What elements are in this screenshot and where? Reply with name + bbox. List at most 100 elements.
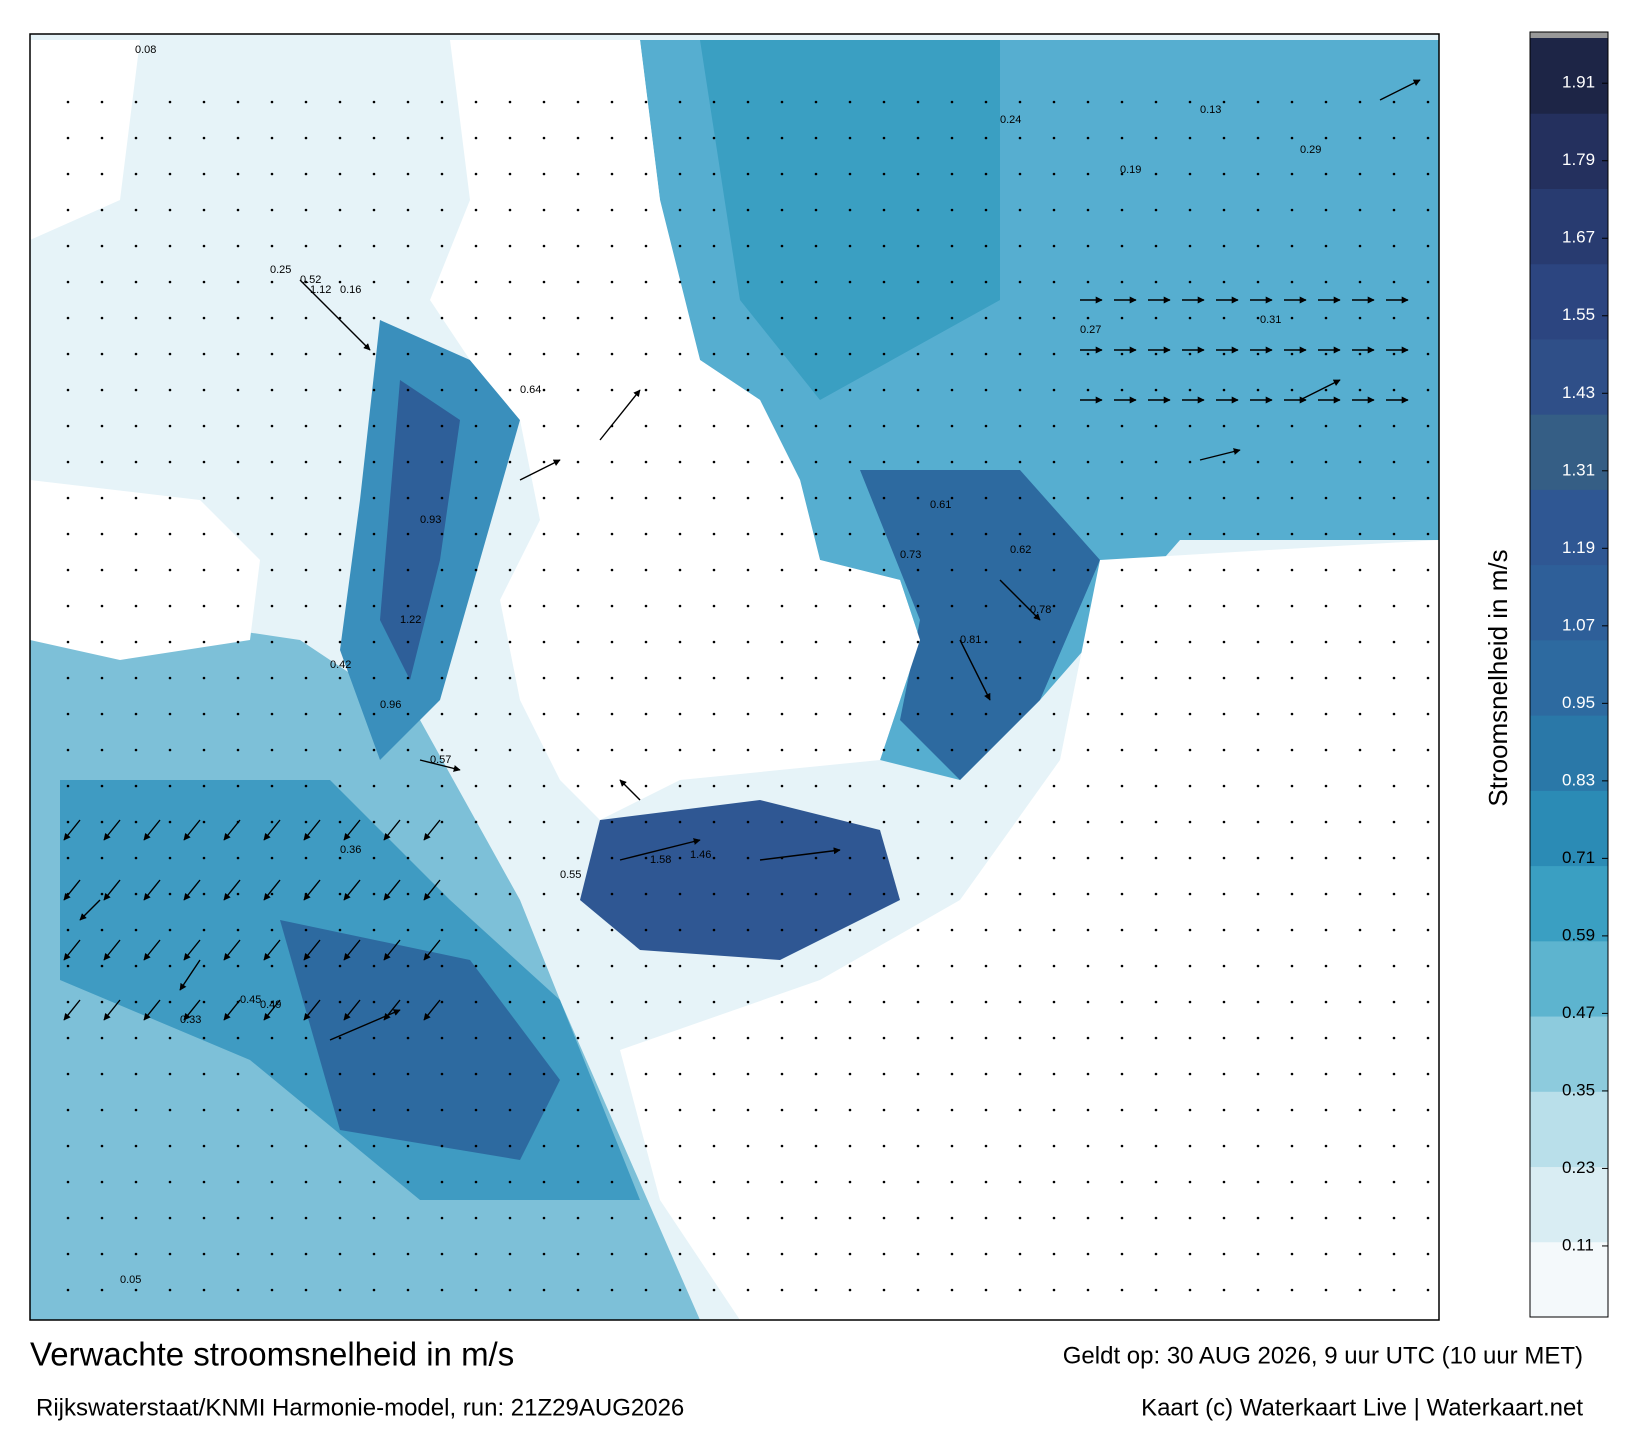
- grid-dot: [372, 172, 376, 176]
- grid-dot: [848, 928, 852, 932]
- current-arrow: [599, 389, 641, 441]
- grid-dot: [1120, 1000, 1124, 1004]
- grid-dot: [338, 1144, 342, 1148]
- current-arrow: [343, 819, 361, 841]
- grid-dot: [678, 1216, 682, 1220]
- grid-dot: [66, 100, 70, 104]
- grid-dot: [644, 568, 648, 572]
- grid-dot: [508, 1036, 512, 1040]
- grid-dot: [338, 1072, 342, 1076]
- grid-dot: [814, 1072, 818, 1076]
- colorbar-tick-label: 0.83: [1562, 770, 1595, 789]
- grid-dot: [1290, 604, 1294, 608]
- grid-dot: [848, 1108, 852, 1112]
- grid-dot: [338, 784, 342, 788]
- grid-dot: [916, 676, 920, 680]
- grid-dot: [1222, 1288, 1226, 1292]
- current-arrow: [63, 939, 81, 961]
- grid-dot: [66, 928, 70, 932]
- grid-dot: [1188, 820, 1192, 824]
- map-label: 0.55: [560, 869, 581, 881]
- grid-dot: [270, 604, 274, 608]
- grid-dot: [1256, 964, 1260, 968]
- grid-dot: [1188, 208, 1192, 212]
- grid-dot: [1052, 352, 1056, 356]
- grid-dot: [1324, 208, 1328, 212]
- grid-dot: [1120, 424, 1124, 428]
- grid-dot: [950, 1216, 954, 1220]
- grid-dot: [1188, 136, 1192, 140]
- current-arrow: [423, 879, 441, 901]
- grid-dot: [1426, 532, 1430, 536]
- grid-dot: [746, 172, 750, 176]
- grid-dot: [576, 460, 580, 464]
- grid-dot: [1256, 928, 1260, 932]
- grid-dot: [712, 100, 716, 104]
- grid-dot: [508, 1144, 512, 1148]
- grid-dot: [270, 784, 274, 788]
- grid-dot: [780, 604, 784, 608]
- grid-dot: [984, 316, 988, 320]
- grid-dot: [678, 1108, 682, 1112]
- colorbar-band: [1530, 38, 1608, 114]
- grid-dot: [848, 856, 852, 860]
- grid-dot: [134, 136, 138, 140]
- grid-dot: [678, 208, 682, 212]
- grid-dot: [66, 244, 70, 248]
- grid-dot: [270, 568, 274, 572]
- grid-dot: [304, 136, 308, 140]
- colorbar-tick-label: 1.31: [1562, 460, 1595, 479]
- grid-dot: [134, 892, 138, 896]
- grid-dot: [66, 496, 70, 500]
- grid-dot: [304, 1036, 308, 1040]
- grid-dot: [576, 964, 580, 968]
- current-arrow: [383, 879, 401, 901]
- grid-dot: [1324, 604, 1328, 608]
- grid-dot: [1120, 460, 1124, 464]
- grid-dot: [576, 1036, 580, 1040]
- grid-dot: [1426, 460, 1430, 464]
- current-arrow: [183, 879, 201, 901]
- grid-dot: [338, 964, 342, 968]
- grid-dot: [984, 1072, 988, 1076]
- grid-dot: [746, 1108, 750, 1112]
- grid-dot: [270, 172, 274, 176]
- grid-dot: [1154, 1180, 1158, 1184]
- grid-dot: [1052, 1000, 1056, 1004]
- grid-dot: [1222, 460, 1226, 464]
- grid-dot: [134, 748, 138, 752]
- grid-dot: [644, 892, 648, 896]
- colorbar: 0.110.230.350.470.590.710.830.951.071.19…: [1529, 31, 1609, 1318]
- grid-dot: [406, 208, 410, 212]
- grid-dot: [1426, 280, 1430, 284]
- grid-dot: [338, 856, 342, 860]
- grid-dot: [678, 532, 682, 536]
- grid-dot: [100, 280, 104, 284]
- grid-dot: [406, 1144, 410, 1148]
- grid-dot: [1290, 820, 1294, 824]
- grid-dot: [1188, 964, 1192, 968]
- grid-dot: [1120, 1144, 1124, 1148]
- grid-dot: [984, 1252, 988, 1256]
- grid-dot: [1324, 1252, 1328, 1256]
- grid-dot: [746, 748, 750, 752]
- grid-dot: [916, 1180, 920, 1184]
- grid-dot: [1120, 1072, 1124, 1076]
- grid-dot: [168, 856, 172, 860]
- grid-dot: [1358, 532, 1362, 536]
- grid-dot: [474, 568, 478, 572]
- grid-dot: [1188, 748, 1192, 752]
- grid-dot: [814, 100, 818, 104]
- grid-dot: [406, 964, 410, 968]
- grid-dot: [712, 280, 716, 284]
- map-label: 0.61: [930, 499, 951, 511]
- grid-dot: [66, 532, 70, 536]
- grid-dot: [1222, 712, 1226, 716]
- grid-dot: [542, 820, 546, 824]
- grid-dot: [1324, 640, 1328, 644]
- current-arrow: [343, 879, 361, 901]
- grid-dot: [542, 532, 546, 536]
- grid-dot: [678, 136, 682, 140]
- colorbar-tick-label: 1.67: [1562, 228, 1595, 247]
- grid-dot: [1392, 1180, 1396, 1184]
